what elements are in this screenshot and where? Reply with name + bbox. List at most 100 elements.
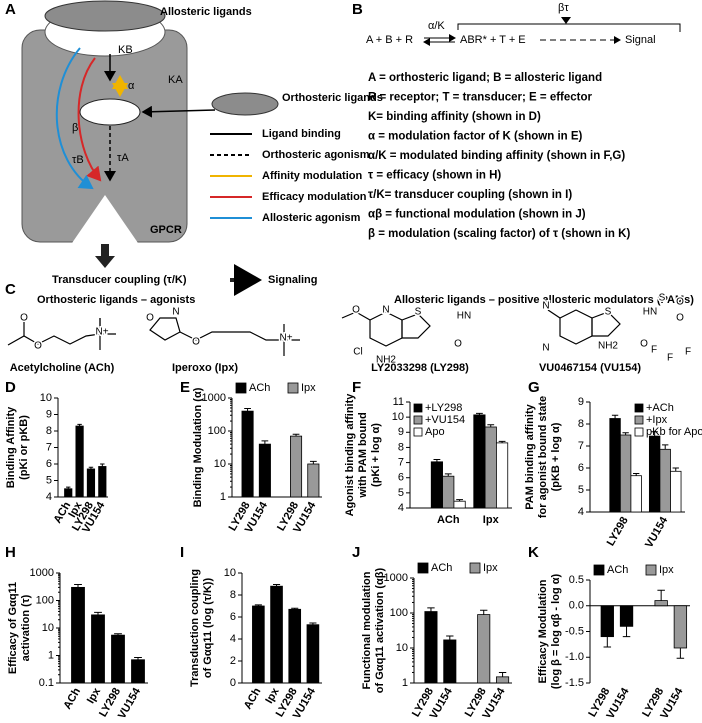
definition: τ/K= transducer coupling (shown in I)	[368, 189, 572, 201]
panel-letter: H	[5, 544, 16, 561]
atom-label: N	[542, 301, 549, 312]
bar	[252, 605, 265, 684]
atom-label: O	[20, 313, 28, 324]
gpcr-notch	[72, 195, 138, 243]
y-tick-label: 1000	[384, 572, 408, 584]
bar	[290, 435, 303, 498]
label: τA	[117, 152, 129, 164]
error-bar	[273, 584, 281, 587]
atom-label: NH2	[598, 341, 618, 352]
error-bar	[94, 611, 102, 615]
legend-swatch	[634, 403, 644, 413]
bracket	[457, 23, 681, 32]
bar	[75, 425, 84, 498]
y-tick-label: 4	[398, 502, 404, 514]
error-bar	[498, 440, 506, 443]
atom-label: Cl	[353, 347, 362, 358]
error-bar	[487, 424, 495, 427]
legend-label: +ACh	[646, 402, 674, 414]
label: β	[72, 122, 78, 134]
atom-label: S	[605, 307, 612, 318]
bond	[341, 311, 371, 321]
x-tick-label: ACh	[61, 686, 83, 712]
y-axis-label: Efficacy Modulation	[537, 579, 549, 683]
legend-label: ACh	[249, 382, 270, 394]
bar	[442, 475, 455, 509]
y-tick-label: -0.5	[565, 625, 584, 637]
y-tick-label: -1.0	[565, 651, 584, 663]
legend-swatch	[593, 564, 605, 576]
legend-label: +VU154	[425, 414, 465, 426]
bond	[283, 324, 300, 356]
error-bar	[261, 440, 269, 445]
y-tick-label: 6	[398, 472, 404, 484]
y-tick-label: 0.0	[569, 600, 584, 612]
atom-label: NH2	[376, 355, 396, 366]
bar	[630, 475, 642, 513]
x-tick-label: LY298	[605, 515, 631, 548]
definition: A = orthosteric ligand; B = allosteric l…	[368, 72, 602, 84]
ring	[591, 311, 621, 337]
label: Orthosteric ligands	[282, 92, 383, 104]
panel-letter: J	[352, 544, 360, 561]
error-bar	[622, 626, 631, 638]
bar	[453, 500, 466, 509]
legend-label: +LY298	[425, 402, 462, 414]
y-axis-label: (log β = log αβ - log α)	[550, 574, 562, 690]
label: KA	[168, 74, 183, 86]
error-bar	[603, 636, 612, 648]
atom-label: O	[640, 339, 648, 350]
error-bar	[651, 431, 658, 437]
atom-label: N+	[279, 333, 292, 344]
y-axis-label: (pKi + log α)	[370, 423, 382, 487]
equation: βτ	[558, 2, 569, 14]
legend-label: ACh	[607, 564, 628, 576]
legend-swatch	[634, 415, 644, 425]
beta-arrow	[77, 57, 102, 182]
bond	[99, 318, 116, 350]
allosteric-ligand	[44, 0, 166, 32]
chart: K -1.5 -1.0 -0.5 0.0 0.5 Efficacy Modulation (l…	[528, 544, 690, 721]
legend-swatch	[287, 382, 299, 394]
y-tick-label: 0.1	[39, 677, 54, 689]
error-bar	[74, 584, 82, 588]
panel-letter: I	[180, 544, 184, 561]
y-tick-label: 10	[214, 458, 226, 470]
bar	[71, 586, 85, 684]
bar	[430, 461, 443, 509]
y-tick-label: 7	[46, 441, 52, 453]
panel-b: B A + B + R α/K ABR* + T + E βτ Signal A…	[352, 1, 681, 240]
bond	[547, 309, 561, 319]
y-tick-label: 1000	[30, 567, 54, 579]
x-tick-label: ACh	[242, 686, 264, 712]
bar	[654, 600, 668, 607]
atom-label: N	[382, 305, 389, 316]
bar	[619, 434, 632, 513]
ring	[369, 311, 403, 347]
bar	[86, 468, 96, 498]
section-title: Orthosteric ligands – agonists	[37, 294, 195, 306]
bar	[496, 442, 509, 509]
y-axis-label: Binding Modulation (α)	[192, 387, 204, 507]
atom-label: O	[352, 305, 360, 316]
bar	[443, 639, 457, 684]
legend-swatch	[235, 382, 247, 394]
y-tick-label: 7	[578, 440, 584, 452]
y-tick-label: 100	[390, 607, 408, 619]
error-bar	[446, 635, 454, 640]
atom-label: HN	[643, 307, 657, 318]
label: α	[128, 80, 135, 92]
legend-swatch	[417, 562, 429, 574]
y-tick-label: 9	[578, 396, 584, 408]
legend-label: Ligand binding	[262, 128, 341, 140]
y-axis-label: Transduction coupling	[189, 569, 201, 687]
atom-label: N	[542, 343, 549, 354]
legend-label: ACh	[431, 562, 452, 574]
label: τB	[72, 154, 84, 166]
y-tick-label: -1.5	[565, 677, 584, 689]
error-bar	[88, 466, 94, 469]
definition: α/K = modulated binding affinity (shown …	[368, 150, 625, 162]
error-bar	[254, 604, 262, 606]
